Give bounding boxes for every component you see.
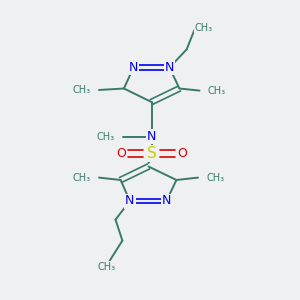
- Text: N: N: [165, 61, 174, 74]
- Text: CH₃: CH₃: [208, 85, 226, 96]
- Text: CH₃: CH₃: [98, 262, 116, 272]
- Text: CH₃: CH₃: [73, 85, 91, 95]
- Text: O: O: [177, 147, 187, 160]
- Text: CH₃: CH₃: [97, 131, 115, 142]
- Text: CH₃: CH₃: [206, 172, 224, 183]
- Text: N: N: [147, 130, 156, 143]
- Text: S: S: [147, 146, 156, 161]
- Text: N: N: [162, 194, 171, 208]
- Text: O: O: [116, 147, 126, 160]
- Text: CH₃: CH₃: [195, 22, 213, 33]
- Text: N: N: [125, 194, 135, 208]
- Text: N: N: [129, 61, 138, 74]
- Text: CH₃: CH₃: [73, 172, 91, 183]
